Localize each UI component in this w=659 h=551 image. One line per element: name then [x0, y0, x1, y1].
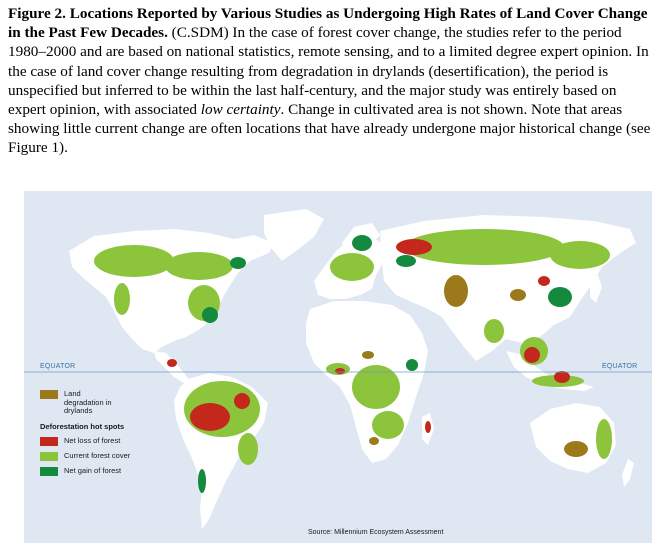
- degradation-australia: [564, 441, 588, 457]
- loss-borneo: [554, 371, 570, 383]
- forest-canada-east: [165, 252, 233, 280]
- gain-canada-east: [230, 257, 246, 269]
- gain-russia: [396, 255, 416, 267]
- forest-siberia: [404, 229, 564, 265]
- map-graphic: [24, 209, 652, 529]
- legend-swatch-loss: [40, 436, 58, 446]
- loss-west-africa: [335, 368, 345, 374]
- land-north-america: [69, 229, 274, 353]
- land-japan: [590, 275, 602, 303]
- land-australia: [530, 403, 616, 473]
- figure-title: Figure 2. Locations Reported by Various …: [8, 5, 648, 42]
- equator-label-left: EQUATOR: [40, 363, 76, 370]
- forest-atlantic: [238, 433, 258, 465]
- legend-label-forest: Current forest cover: [64, 450, 131, 460]
- forest-canada-west: [94, 245, 174, 277]
- gain-scandinavia: [352, 235, 372, 251]
- loss-amazon-east: [234, 393, 250, 409]
- caption-text-1: (C.SDM) In the case of forest cover chan…: [8, 24, 649, 119]
- legend-swatch-gain: [40, 466, 58, 476]
- land-new-zealand: [622, 459, 634, 487]
- degradation-south-africa: [369, 437, 379, 445]
- legend-item-degradation: Land degradation in drylands: [40, 389, 130, 416]
- forest-far-east: [550, 241, 610, 269]
- legend-item-forest: Current forest cover: [40, 450, 131, 461]
- gain-china: [548, 287, 572, 307]
- current-forest-layer: [94, 229, 612, 465]
- degradation-sahel: [362, 351, 374, 359]
- legend-item-gain: Net gain of forest: [40, 465, 130, 476]
- legend-label-degradation: Land degradation in drylands: [64, 389, 112, 415]
- forest-australia-east: [596, 419, 612, 459]
- map-legend: Land degradation in drylands Deforestati…: [40, 389, 131, 482]
- legend-swatch-degradation: [40, 390, 58, 399]
- figure-caption: Figure 2. Locations Reported by Various …: [8, 4, 654, 158]
- gain-us-southeast: [202, 307, 218, 323]
- gain-chile: [198, 469, 206, 493]
- gain-east-africa: [406, 359, 418, 371]
- degradation-china: [510, 289, 526, 301]
- caption-italic: low certainty: [200, 101, 281, 119]
- net-loss-layer: [167, 239, 570, 433]
- loss-se-asia: [524, 347, 540, 363]
- loss-china: [538, 276, 550, 286]
- legend-label-gain: Net gain of forest: [64, 465, 122, 475]
- loss-amazon: [190, 403, 230, 431]
- net-gain-layer: [198, 235, 572, 493]
- legend-label-loss: Net loss of forest: [64, 435, 121, 445]
- world-map: EQUATOR EQUATOR Land degradation in dryl…: [24, 191, 652, 543]
- caption-text-2: . Change in cultivated area is not shown…: [8, 101, 651, 157]
- forest-india: [484, 319, 504, 343]
- legend-heading: Deforestation hot spots: [40, 421, 125, 431]
- degradation-layer: [362, 275, 588, 457]
- land-greenland: [264, 209, 324, 261]
- loss-russia: [396, 239, 432, 255]
- degradation-central-asia: [444, 275, 468, 307]
- forest-southern-africa: [372, 411, 404, 439]
- loss-madagascar: [425, 421, 431, 433]
- forest-us-west: [114, 283, 130, 315]
- legend-swatch-forest: [40, 451, 58, 461]
- forest-congo: [352, 365, 400, 409]
- map-source: Source: Millennium Ecosystem Assessment: [308, 529, 444, 536]
- loss-central-america: [167, 359, 177, 367]
- legend-item-loss: Net loss of forest: [40, 435, 130, 446]
- forest-europe: [330, 253, 374, 281]
- equator-label-right: EQUATOR: [602, 363, 638, 370]
